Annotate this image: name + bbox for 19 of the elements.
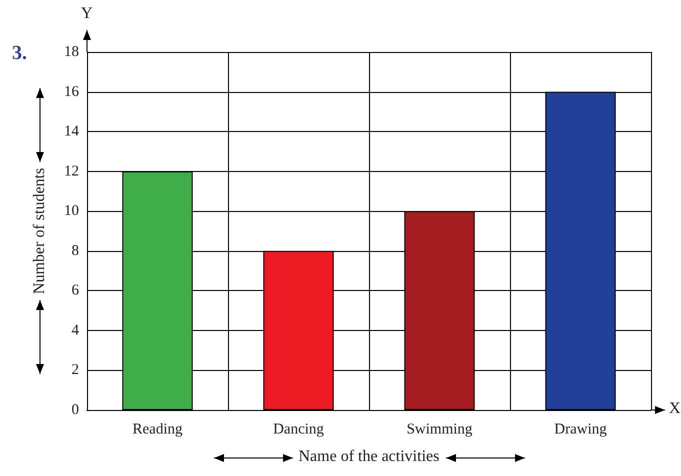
x-tick-label: Reading: [132, 422, 183, 438]
y-tick-label: 14: [64, 124, 80, 140]
y-tick-label: 8: [72, 242, 79, 259]
text: Y: [81, 5, 93, 23]
y-tick-label: 4: [72, 322, 80, 338]
y-tick-label: 6: [72, 282, 80, 299]
y-tick-label: 0: [72, 402, 79, 418]
y-axis-title: Number of students: [31, 168, 50, 294]
x-tick-label: Drawing: [554, 422, 608, 438]
x-axis-title: Name of the activities: [298, 448, 440, 466]
y-tick-label: 18: [64, 44, 79, 60]
x-tick-label: Swimming: [406, 422, 473, 438]
y-tick-label: 10: [64, 203, 79, 220]
y-tick-label: 16: [64, 84, 80, 100]
y-tick-label: 12: [64, 163, 79, 180]
text: 3.: [12, 42, 27, 65]
text: X: [669, 400, 681, 418]
y-tick-label: 2: [72, 362, 79, 378]
x-tick-label: Dancing: [273, 422, 324, 438]
